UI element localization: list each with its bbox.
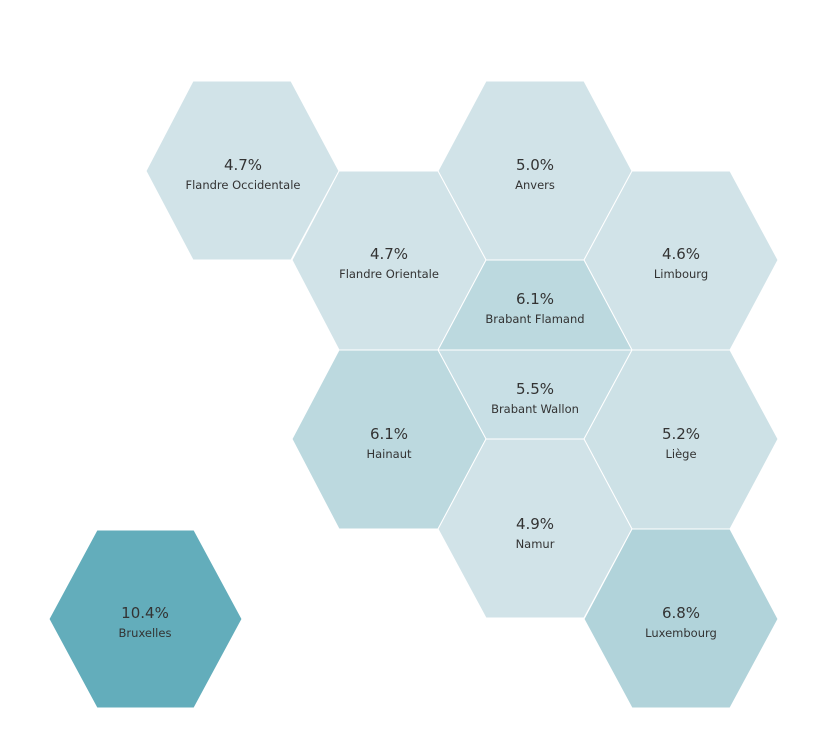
- value-label: 6.8%: [662, 604, 700, 622]
- value-label: 4.7%: [370, 245, 408, 263]
- region-label: Bruxelles: [119, 626, 172, 640]
- value-label: 5.5%: [516, 380, 554, 398]
- region-label: Limbourg: [654, 267, 708, 281]
- value-label: 4.9%: [516, 515, 554, 533]
- tile-bruxelles: [48, 529, 243, 709]
- region-liege[interactable]: 5.2% Liège: [583, 349, 779, 530]
- value-label: 4.7%: [224, 156, 262, 174]
- region-label: Namur: [516, 537, 555, 551]
- tile-flandre-occidentale: [145, 80, 340, 261]
- region-flandre-orientale[interactable]: 4.7% Flandre Orientale: [291, 170, 487, 351]
- region-label: Liège: [665, 447, 696, 461]
- region-label: Hainaut: [366, 447, 412, 461]
- region-label: Brabant Flamand: [485, 312, 584, 326]
- value-label: 6.1%: [516, 290, 554, 308]
- region-label: Flandre Occidentale: [185, 178, 300, 192]
- region-label: Anvers: [515, 178, 555, 192]
- region-luxembourg[interactable]: 6.8% Luxembourg: [583, 528, 779, 709]
- region-label: Luxembourg: [645, 626, 717, 640]
- value-label: 4.6%: [662, 245, 700, 263]
- tile-luxembourg: [583, 528, 779, 709]
- region-flandre-occidentale[interactable]: 4.7% Flandre Occidentale: [145, 80, 340, 261]
- value-label: 10.4%: [121, 604, 169, 622]
- value-label: 5.0%: [516, 156, 554, 174]
- value-label: 6.1%: [370, 425, 408, 443]
- region-hainaut[interactable]: 6.1% Hainaut: [291, 349, 487, 530]
- region-namur[interactable]: 4.9% Namur: [437, 438, 633, 619]
- region-label: Brabant Wallon: [491, 402, 579, 416]
- value-label: 5.2%: [662, 425, 700, 443]
- region-bruxelles[interactable]: 10.4% Bruxelles: [48, 529, 243, 709]
- region-limbourg[interactable]: 4.6% Limbourg: [583, 170, 779, 351]
- region-label: Flandre Orientale: [339, 267, 439, 281]
